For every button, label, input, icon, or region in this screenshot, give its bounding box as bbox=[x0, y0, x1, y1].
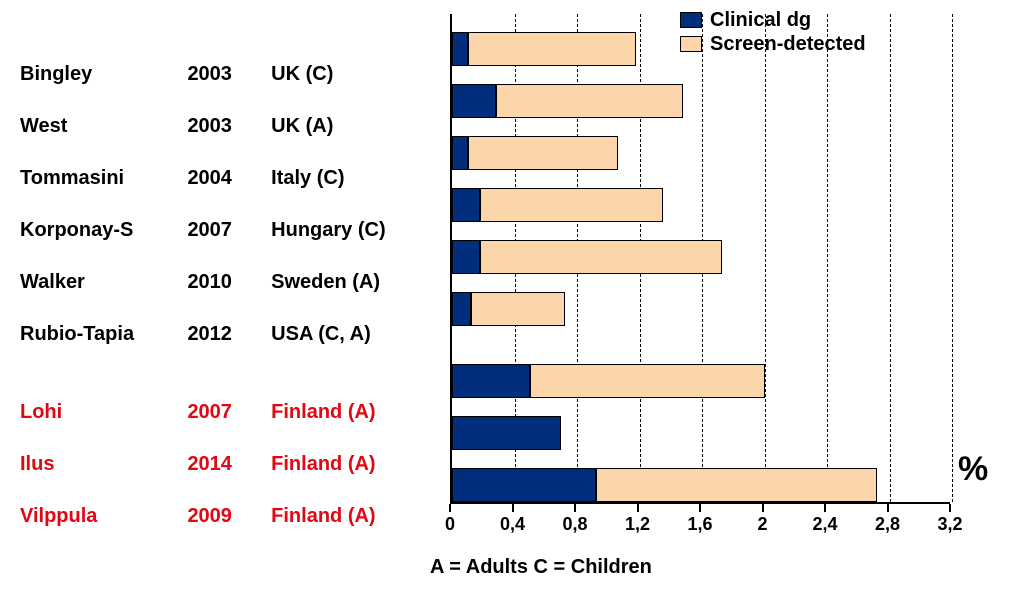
grid-line bbox=[952, 14, 953, 502]
study-row: Korponay-S2007Hungary (C) bbox=[20, 204, 420, 256]
legend-item-screen: Screen-detected bbox=[680, 32, 866, 56]
bar-row bbox=[452, 136, 618, 170]
x-tick bbox=[762, 504, 764, 512]
bar-segment-clinical bbox=[452, 292, 471, 326]
bar-segment-clinical bbox=[452, 32, 468, 66]
study-row: Vilppula2009Finland (A) bbox=[20, 490, 420, 542]
x-tick bbox=[637, 504, 639, 512]
study-location: Finland (A) bbox=[271, 505, 420, 528]
bar-row bbox=[452, 468, 877, 502]
x-tick bbox=[574, 504, 576, 512]
study-author: Ilus bbox=[20, 453, 187, 476]
study-year: 2004 bbox=[187, 167, 271, 190]
chart-area: Clinical dg Screen-detected 00,40,81,21,… bbox=[450, 14, 980, 544]
study-year: 2003 bbox=[187, 63, 271, 86]
bar-segment-screen bbox=[480, 188, 663, 222]
x-axis-unit: % bbox=[958, 450, 988, 489]
bar-segment-clinical bbox=[452, 468, 596, 502]
study-row: Bingley2003UK (C) bbox=[20, 48, 420, 100]
figure-container: Bingley2003UK (C)West2003UK (A)Tommasini… bbox=[0, 0, 1024, 601]
bar-segment-screen bbox=[468, 32, 637, 66]
study-author: Bingley bbox=[20, 63, 187, 86]
study-author: West bbox=[20, 115, 187, 138]
x-tick-label: 1,2 bbox=[625, 514, 650, 535]
bar-segment-screen bbox=[530, 364, 764, 398]
x-tick bbox=[949, 504, 951, 512]
study-row: Lohi2007Finland (A) bbox=[20, 386, 420, 438]
x-tick-label: 2,4 bbox=[812, 514, 837, 535]
legend-label-clinical: Clinical dg bbox=[710, 8, 811, 32]
study-location: UK (A) bbox=[271, 115, 420, 138]
study-author: Rubio-Tapia bbox=[20, 323, 187, 346]
study-location: Italy (C) bbox=[271, 167, 420, 190]
chart-legend: Clinical dg Screen-detected bbox=[680, 8, 866, 56]
study-location: Hungary (C) bbox=[271, 219, 420, 242]
study-location: Finland (A) bbox=[271, 401, 420, 424]
bar-segment-clinical bbox=[452, 84, 496, 118]
study-year: 2003 bbox=[187, 115, 271, 138]
bar-row bbox=[452, 32, 636, 66]
x-tick-label: 2,8 bbox=[875, 514, 900, 535]
study-row: Rubio-Tapia2012USA (C, A) bbox=[20, 308, 420, 360]
study-row: West2003UK (A) bbox=[20, 100, 420, 152]
study-location: USA (C, A) bbox=[271, 323, 420, 346]
grid-line bbox=[765, 14, 766, 502]
study-year: 2009 bbox=[187, 505, 271, 528]
x-tick bbox=[512, 504, 514, 512]
chart-plot bbox=[450, 14, 950, 504]
study-author: Lohi bbox=[20, 401, 187, 424]
footnote-text: A = Adults C = Children bbox=[430, 556, 652, 579]
bar-segment-clinical bbox=[452, 188, 480, 222]
bar-segment-screen bbox=[496, 84, 684, 118]
study-author: Tommasini bbox=[20, 167, 187, 190]
study-location: Sweden (A) bbox=[271, 271, 420, 294]
bar-segment-clinical bbox=[452, 240, 480, 274]
bar-row bbox=[452, 188, 663, 222]
study-location: UK (C) bbox=[271, 63, 420, 86]
study-year: 2010 bbox=[187, 271, 271, 294]
bar-segment-clinical bbox=[452, 364, 530, 398]
bar-row bbox=[452, 240, 722, 274]
legend-item-clinical: Clinical dg bbox=[680, 8, 866, 32]
x-tick-label: 0,8 bbox=[562, 514, 587, 535]
bar-segment-screen bbox=[471, 292, 565, 326]
bar-row bbox=[452, 364, 765, 398]
grid-line bbox=[827, 14, 828, 502]
x-tick-label: 0 bbox=[445, 514, 455, 535]
grid-line bbox=[890, 14, 891, 502]
x-tick-label: 0,4 bbox=[500, 514, 525, 535]
study-year: 2012 bbox=[187, 323, 271, 346]
study-author: Korponay-S bbox=[20, 219, 187, 242]
bar-row bbox=[452, 292, 565, 326]
bar-row bbox=[452, 84, 683, 118]
x-tick bbox=[824, 504, 826, 512]
x-tick-label: 2 bbox=[757, 514, 767, 535]
x-tick bbox=[449, 504, 451, 512]
study-location: Finland (A) bbox=[271, 453, 420, 476]
bar-segment-screen bbox=[596, 468, 877, 502]
legend-swatch-clinical bbox=[680, 12, 702, 28]
study-year: 2007 bbox=[187, 219, 271, 242]
study-table: Bingley2003UK (C)West2003UK (A)Tommasini… bbox=[20, 48, 420, 542]
study-row: Walker2010Sweden (A) bbox=[20, 256, 420, 308]
study-year: 2007 bbox=[187, 401, 271, 424]
x-tick bbox=[887, 504, 889, 512]
bar-segment-clinical bbox=[452, 136, 468, 170]
x-tick-label: 1,6 bbox=[687, 514, 712, 535]
study-author: Vilppula bbox=[20, 505, 187, 528]
x-tick bbox=[699, 504, 701, 512]
study-row: Ilus2014Finland (A) bbox=[20, 438, 420, 490]
bar-segment-screen bbox=[468, 136, 618, 170]
study-year: 2014 bbox=[187, 453, 271, 476]
study-row: Tommasini2004Italy (C) bbox=[20, 152, 420, 204]
bar-segment-screen bbox=[480, 240, 722, 274]
bar-segment-clinical bbox=[452, 416, 561, 450]
legend-label-screen: Screen-detected bbox=[710, 32, 866, 56]
x-tick-label: 3,2 bbox=[937, 514, 962, 535]
legend-swatch-screen bbox=[680, 36, 702, 52]
study-author: Walker bbox=[20, 271, 187, 294]
bar-row bbox=[452, 416, 561, 450]
